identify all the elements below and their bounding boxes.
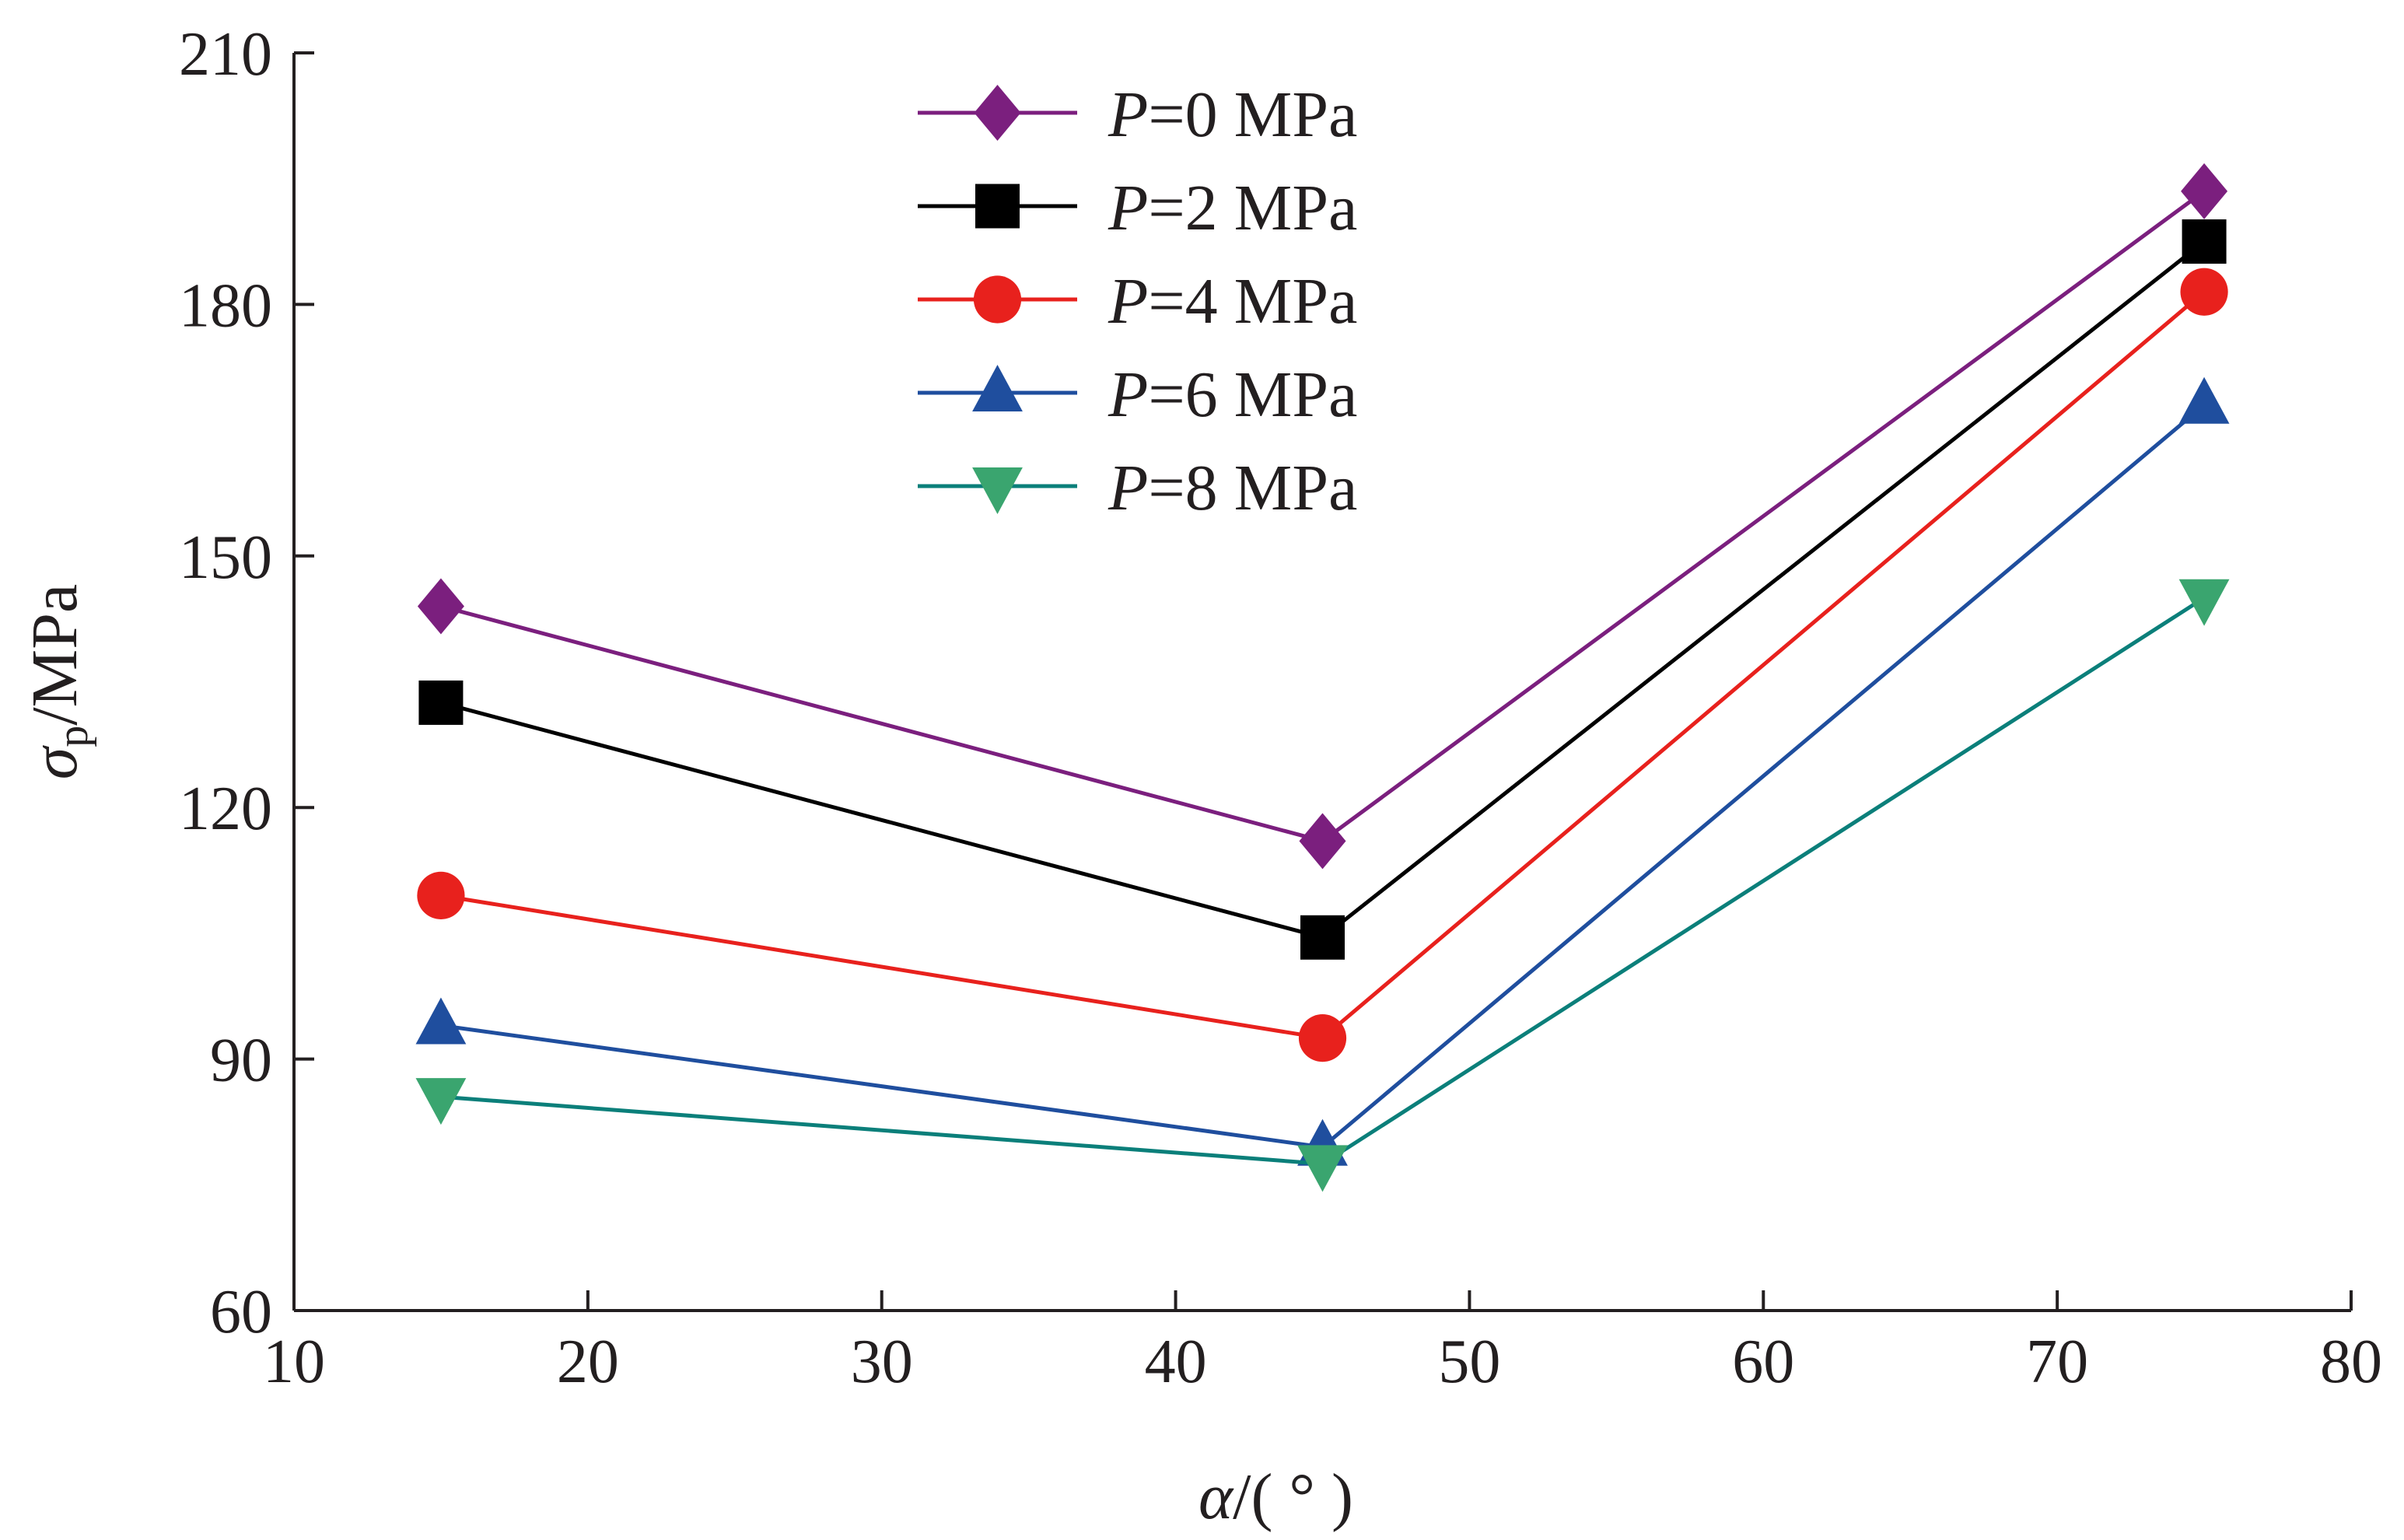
data-point <box>2178 579 2230 626</box>
y-tick-label: 150 <box>179 523 272 592</box>
data-point <box>1300 915 1345 960</box>
series-4 <box>415 579 2230 1192</box>
data-point <box>2181 163 2228 219</box>
x-tick-label: 10 <box>263 1328 325 1396</box>
legend-marker <box>973 275 1022 324</box>
data-point <box>1299 813 1346 870</box>
data-point <box>2180 268 2228 316</box>
data-point <box>418 680 464 725</box>
y-axis-title: σp/MPa <box>19 584 97 779</box>
legend-label: P=2 MPa <box>1108 172 1357 244</box>
legend-entry: P=2 MPa <box>918 172 1357 244</box>
data-point <box>2178 376 2230 424</box>
legend-entry: P=4 MPa <box>918 265 1357 338</box>
legend-entry: P=6 MPa <box>918 359 1357 431</box>
x-tick-label: 70 <box>2026 1328 2088 1396</box>
data-point <box>1298 1014 1347 1062</box>
legend-label: P=8 MPa <box>1108 452 1357 524</box>
x-tick-label: 80 <box>2320 1328 2382 1396</box>
legend-marker <box>974 85 1021 141</box>
data-point <box>415 1078 467 1125</box>
series-2 <box>417 268 2228 1062</box>
x-tick-label: 40 <box>1145 1328 1207 1396</box>
legend-label: P=4 MPa <box>1108 265 1357 338</box>
axis-titles: α/( ° ) σp/MPa <box>19 584 1353 1533</box>
legend: P=0 MPa P=2 MPa P=4 MPa P=6 MPa P=8 MPa <box>918 79 1357 524</box>
legend-marker <box>975 184 1020 229</box>
y-tick-label: 180 <box>179 271 272 340</box>
series-1 <box>418 219 2227 960</box>
x-tick-label: 60 <box>1732 1328 1794 1396</box>
legend-marker <box>972 365 1023 411</box>
x-tick-label: 50 <box>1438 1328 1500 1396</box>
x-tick-label: 30 <box>851 1328 913 1396</box>
legend-marker <box>972 467 1023 514</box>
data-point <box>415 997 467 1045</box>
x-tick-label: 20 <box>557 1328 619 1396</box>
data-point <box>417 578 464 635</box>
x-axis-title: α/( ° ) <box>1199 1461 1353 1533</box>
series-0 <box>417 163 2228 870</box>
y-tick-label: 120 <box>179 775 272 843</box>
y-tick-label: 210 <box>179 20 272 89</box>
data-point <box>2182 219 2227 264</box>
data-point <box>417 871 465 919</box>
legend-entry: P=8 MPa <box>918 452 1357 524</box>
legend-entry: P=0 MPa <box>918 79 1357 151</box>
series-line <box>440 596 2206 1166</box>
y-tick-label: 60 <box>210 1278 272 1346</box>
y-tick-label: 90 <box>210 1027 272 1095</box>
series-group <box>415 163 2230 1192</box>
data-point <box>1297 1145 1348 1192</box>
legend-label: P=0 MPa <box>1108 79 1357 151</box>
legend-label: P=6 MPa <box>1108 359 1357 431</box>
axes: 10 20 30 40 50 60 70 80 60 90 120 150 180 210 <box>179 20 2382 1396</box>
